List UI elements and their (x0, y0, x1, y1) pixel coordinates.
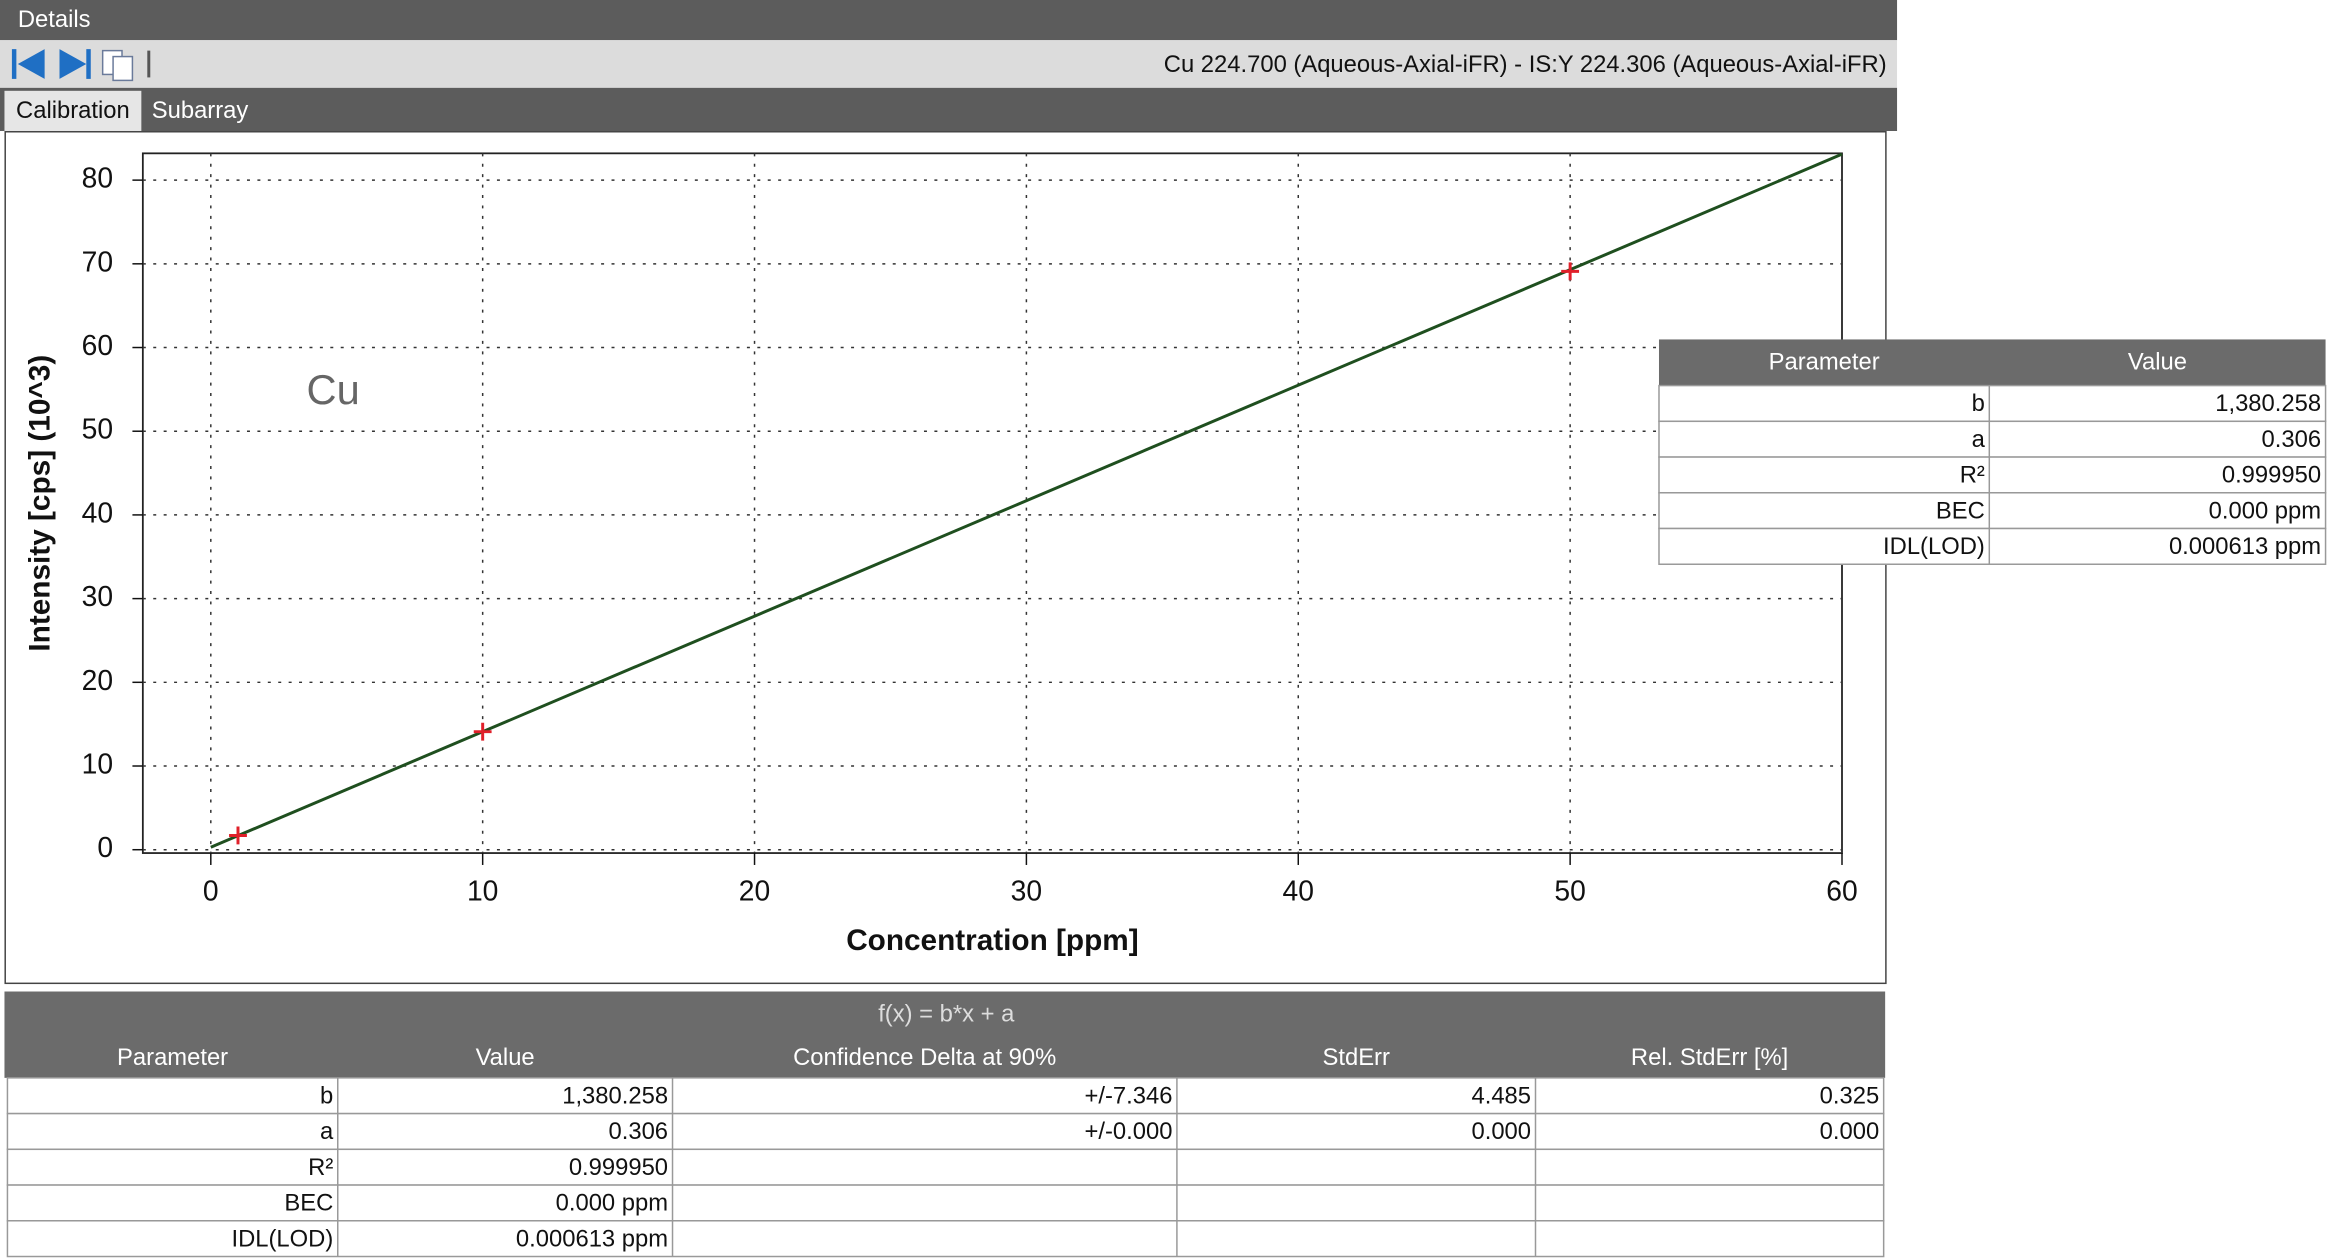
table-cell: 0.000 ppm (556, 1190, 668, 1217)
column-header: StdErr (1322, 1044, 1389, 1071)
table-row (1658, 527, 2327, 565)
table-row (1658, 492, 2327, 530)
icon-part (86, 49, 91, 79)
prev-button[interactable] (11, 49, 45, 79)
table-cell: 0.306 (609, 1118, 669, 1145)
x-tick-label: 50 (1554, 875, 1585, 907)
table-cell: b (320, 1083, 333, 1110)
table-cell: R² (1960, 462, 1985, 489)
table-cell: 0.306 (2262, 426, 2322, 453)
table-row (6, 1077, 1885, 1115)
table-cell: 0.325 (1820, 1083, 1880, 1110)
x-tick-label: 20 (739, 875, 770, 907)
table-row (1658, 456, 2327, 494)
y-tick-label: 0 (97, 831, 113, 863)
column-header: Parameter (1769, 349, 1880, 376)
details-bar (0, 0, 1898, 41)
y-tick-label: 20 (82, 664, 113, 696)
table-row (6, 1220, 1885, 1258)
y-tick-label: 50 (82, 413, 113, 445)
annotation: Cu (307, 366, 360, 413)
table-cell: b (1972, 390, 1985, 417)
icon-part (11, 49, 17, 79)
table-header-bg (4, 991, 1886, 1078)
data-point (473, 722, 492, 741)
table-row (1658, 384, 2327, 423)
separator (147, 50, 151, 78)
table-row (6, 1148, 1885, 1186)
tab-label[interactable]: Subarray (152, 97, 249, 124)
tab-bar (0, 87, 1898, 132)
column-header: Value (2128, 349, 2187, 376)
toolbar (0, 40, 1898, 88)
table-cell: a (1972, 426, 1986, 453)
x-axis-title: Concentration [ppm] (846, 924, 1138, 957)
column-header: Parameter (117, 1044, 228, 1071)
column-header: Confidence Delta at 90% (793, 1044, 1056, 1071)
table-cell: 4.485 (1471, 1083, 1531, 1110)
table-cell: +/-0.000 (1084, 1118, 1172, 1145)
table-header-bg (1658, 339, 2326, 388)
toolbar-title: Cu 224.700 (Aqueous-Axial-iFR) - IS:Y 22… (1164, 51, 1887, 78)
table-cell: IDL(LOD) (1883, 533, 1985, 560)
icon-part (112, 55, 134, 82)
icon-part (59, 49, 87, 79)
table-cell: 0.000613 ppm (2169, 533, 2321, 560)
x-tick-label: 0 (203, 875, 219, 907)
next-button[interactable] (59, 49, 91, 79)
table-cell: R² (308, 1154, 333, 1181)
table-cell: 1,380.258 (562, 1083, 668, 1110)
tab-selected[interactable] (4, 90, 142, 132)
y-tick-label: 70 (82, 245, 113, 277)
table-cell: 0.000 (1471, 1118, 1531, 1145)
y-tick-label: 10 (82, 747, 113, 779)
table-cell: IDL(LOD) (232, 1225, 334, 1252)
details-title: Details (18, 6, 91, 33)
icon-part (17, 49, 45, 79)
table-cell: BEC (284, 1190, 333, 1217)
table-row (6, 1184, 1885, 1222)
formula: f(x) = b*x + a (878, 1001, 1015, 1028)
table-cell: a (320, 1118, 334, 1145)
table-row (6, 1112, 1885, 1151)
y-tick-label: 80 (82, 162, 113, 194)
plot-area (141, 152, 1843, 854)
y-tick-label: 30 (82, 580, 113, 612)
y-tick-label: 40 (82, 496, 113, 528)
data-point (1561, 262, 1580, 281)
y-axis-title: Intensity [cps] (10^3) (24, 355, 57, 652)
x-tick-label: 10 (467, 875, 498, 907)
x-tick-label: 40 (1283, 875, 1314, 907)
table-cell: 0.000 (1820, 1118, 1880, 1145)
data-point (229, 826, 247, 845)
copy-button[interactable] (101, 49, 134, 82)
column-header: Rel. StdErr [%] (1631, 1044, 1788, 1071)
table-cell: 0.000 ppm (2209, 497, 2321, 524)
x-tick-label: 60 (1826, 875, 1857, 907)
tab-label[interactable]: Calibration (16, 97, 130, 124)
x-tick-label: 30 (1011, 875, 1042, 907)
table-cell: +/-7.346 (1084, 1083, 1172, 1110)
table-cell: 0.999950 (569, 1154, 668, 1181)
y-tick-label: 60 (82, 329, 113, 361)
table-cell: BEC (1936, 497, 1985, 524)
column-header: Value (476, 1044, 535, 1071)
table-cell: 0.000613 ppm (516, 1225, 668, 1252)
table-cell: 0.999950 (2222, 462, 2321, 489)
table-row (1658, 420, 2327, 458)
table-cell: 1,380.258 (2215, 390, 2321, 417)
